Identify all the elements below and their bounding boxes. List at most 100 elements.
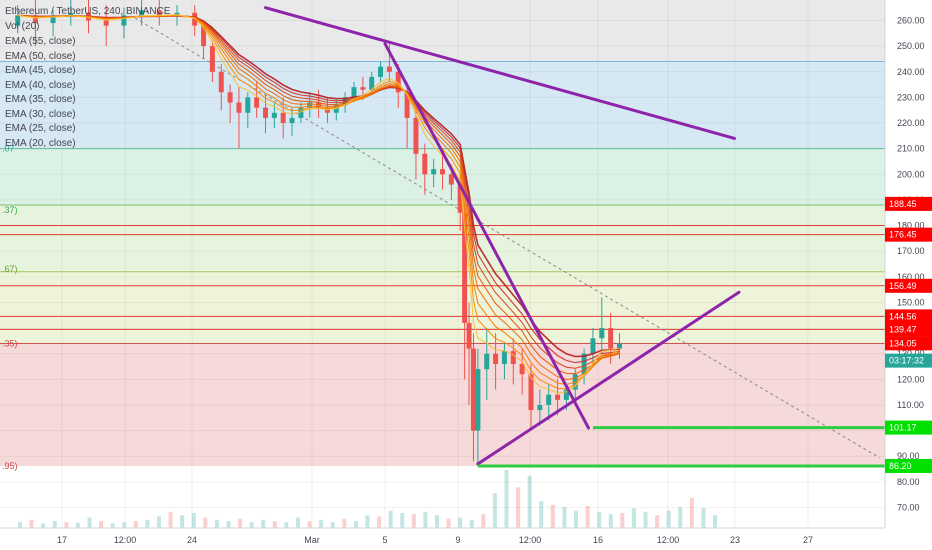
candle-body — [201, 25, 207, 47]
volume-bar — [608, 514, 613, 528]
candle-body — [156, 10, 162, 16]
price-tag-text: 101.17 — [889, 423, 917, 433]
volume-bar — [631, 508, 636, 528]
candle-body — [236, 102, 242, 113]
purple-trendlines[interactable] — [264, 6, 741, 466]
symbol-title: Ethereum / TetherUS, 240, BINANCE — [5, 6, 171, 17]
candle-body — [413, 117, 419, 154]
price-tag-bg — [885, 458, 932, 473]
price-tick-label: 260.00 — [897, 16, 925, 26]
price-tag-bg — [885, 336, 932, 351]
volume-bar — [238, 518, 243, 528]
time-tick-label: 5 — [382, 535, 387, 545]
fib-band — [0, 343, 885, 466]
volume-bar — [643, 511, 648, 528]
volume-bar — [272, 521, 277, 528]
legend-ema-45[interactable]: EMA (45, close) — [5, 65, 76, 76]
volume-bar — [64, 522, 69, 528]
volume-bar — [261, 519, 266, 528]
trendline — [476, 290, 741, 466]
price-tag-text: 86.20 — [889, 461, 912, 471]
candle-body — [68, 12, 74, 16]
volume-bar — [539, 501, 544, 528]
fib-band — [0, 205, 885, 272]
volume-bar — [191, 512, 196, 528]
trendline — [383, 42, 591, 430]
volume-bar — [52, 521, 57, 528]
volume-bar — [353, 521, 358, 528]
price-tick-label: 80.00 — [897, 477, 920, 487]
legend-ema-25[interactable]: EMA (25, close) — [5, 123, 76, 134]
price-tag-bg — [885, 227, 932, 242]
support-lines[interactable] — [477, 426, 885, 468]
candle-body — [617, 343, 622, 349]
fib-band — [0, 0, 885, 62]
ema-line — [17, 14, 620, 394]
candle-body — [174, 12, 180, 16]
candle-body — [121, 15, 127, 26]
legend-ema-35[interactable]: EMA (35, close) — [5, 94, 76, 105]
legend-ema-40[interactable]: EMA (40, close) — [5, 80, 76, 91]
legend-ema-20[interactable]: EMA (20, close) — [5, 138, 76, 149]
candle-body — [209, 46, 215, 72]
volume-bar — [446, 518, 451, 528]
volume-bar — [597, 511, 602, 528]
volume-bar — [562, 507, 567, 528]
fib-label: .67) — [2, 264, 18, 274]
candle-body — [581, 353, 587, 375]
price-tag-text: 03:17:32 — [889, 356, 924, 366]
volume-bar — [307, 521, 312, 528]
volume-bar — [585, 505, 590, 528]
candle-body — [501, 351, 507, 364]
candle-body — [555, 394, 561, 400]
volume-bar — [18, 522, 22, 528]
volume-bar — [678, 507, 683, 528]
price-tick-label: 120.00 — [897, 374, 925, 384]
candle-body — [395, 71, 401, 93]
time-tick-label: 12:00 — [657, 535, 680, 545]
price-tag-bg — [885, 278, 932, 293]
candle-body — [590, 338, 596, 354]
volume-bar — [655, 515, 660, 528]
candle-body — [493, 353, 499, 364]
volume-bar — [458, 517, 463, 528]
candle-body — [50, 15, 56, 24]
legend-ema-50[interactable]: EMA (50, close) — [5, 51, 76, 62]
time-tick-label: 27 — [803, 535, 813, 545]
volume-bar — [226, 521, 231, 528]
legend-volume[interactable]: Vol (20) — [5, 21, 39, 32]
volume-bar — [400, 512, 405, 528]
price-tag-text: 156.49 — [889, 281, 917, 291]
time-tick-label: 17 — [57, 535, 67, 545]
candle-body — [369, 76, 375, 90]
volume-bar — [713, 515, 717, 528]
volume-bar — [122, 522, 127, 528]
candle-body — [103, 20, 109, 26]
volume-bar — [168, 511, 173, 528]
candle-body — [440, 169, 445, 175]
time-scale[interactable] — [0, 528, 885, 550]
volume-bar — [388, 510, 393, 528]
candle-body — [608, 328, 614, 349]
fib-band — [0, 271, 885, 344]
trendline — [264, 6, 737, 140]
time-tick-label: 12:00 — [519, 535, 542, 545]
time-tick-label: Mar — [304, 535, 320, 545]
volume-bar — [203, 517, 208, 528]
legend-ema-30[interactable]: EMA (30, close) — [5, 109, 76, 120]
price-tag-text: 139.47 — [889, 324, 917, 334]
legend-ema-55[interactable]: EMA (55, close) — [5, 36, 76, 47]
volume-bars — [18, 470, 717, 528]
volume-bar — [214, 519, 219, 528]
candle-body — [510, 351, 516, 364]
fib-level-labels: .07 .37) .67) .35) .95) — [2, 144, 18, 471]
time-tick-label: 12:00 — [114, 535, 137, 545]
candle-body — [457, 184, 463, 213]
volume-bar — [550, 504, 555, 528]
price-scale[interactable] — [885, 0, 932, 528]
candle-body — [32, 15, 38, 24]
price-tag-bg — [885, 322, 932, 337]
price-tag-text: 144.56 — [889, 311, 917, 321]
candle-body — [351, 87, 357, 98]
